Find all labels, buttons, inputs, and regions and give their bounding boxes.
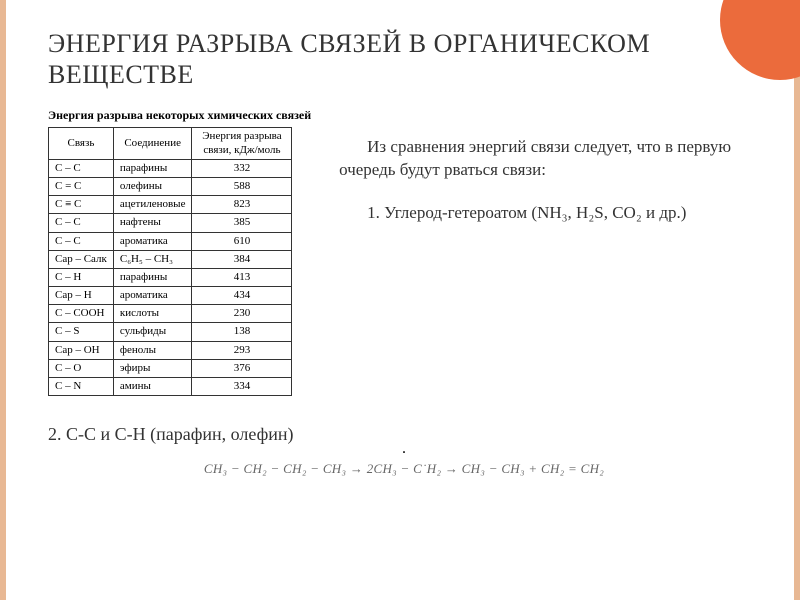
- body-area: Энергия разрыва некоторых химических свя…: [48, 108, 760, 396]
- cell-compound: эфиры: [113, 359, 192, 377]
- cell-bond: Cар – OH: [49, 341, 114, 359]
- text-column: Из сравнения энергий связи следует, что …: [339, 108, 760, 225]
- table-row: C – Sсульфиды138: [49, 323, 292, 341]
- cell-bond: C – C: [49, 214, 114, 232]
- cell-energy: 385: [192, 214, 292, 232]
- cell-compound: C₆H₅ – CH₃: [113, 250, 192, 268]
- intro-paragraph: Из сравнения энергий связи следует, что …: [339, 136, 760, 182]
- cell-compound: сульфиды: [113, 323, 192, 341]
- cell-energy: 413: [192, 268, 292, 286]
- table-column: Энергия разрыва некоторых химических свя…: [48, 108, 311, 396]
- th-compound: Соединение: [113, 128, 192, 159]
- cell-bond: C – C: [49, 159, 114, 177]
- table-row: Cар – CалкC₆H₅ – CH₃384: [49, 250, 292, 268]
- cell-energy: 823: [192, 196, 292, 214]
- cell-energy: 334: [192, 378, 292, 396]
- slide-content: ЭНЕРГИЯ РАЗРЫВА СВЯЗЕЙ В ОРГАНИЧЕСКОМ ВЕ…: [0, 0, 800, 497]
- table-row: C – Nамины334: [49, 378, 292, 396]
- cell-compound: олефины: [113, 177, 192, 195]
- th-bond: Связь: [49, 128, 114, 159]
- th-energy: Энергия разрыва связи, кДж/моль: [192, 128, 292, 159]
- table-caption: Энергия разрыва некоторых химических свя…: [48, 108, 311, 123]
- cell-compound: кислоты: [113, 305, 192, 323]
- cell-compound: ароматика: [113, 232, 192, 250]
- cell-bond: C ≡ C: [49, 196, 114, 214]
- cell-bond: C – N: [49, 378, 114, 396]
- cell-compound: фенолы: [113, 341, 192, 359]
- table-row: C ≡ Cацетиленовые823: [49, 196, 292, 214]
- table-row: C – Cароматика610: [49, 232, 292, 250]
- table-row: C – Cпарафины332: [49, 159, 292, 177]
- cell-energy: 588: [192, 177, 292, 195]
- cell-energy: 376: [192, 359, 292, 377]
- table-row: Cар – OHфенолы293: [49, 341, 292, 359]
- cell-bond: Cар – Cалк: [49, 250, 114, 268]
- cell-energy: 610: [192, 232, 292, 250]
- table-row: C – Cнафтены385: [49, 214, 292, 232]
- cell-energy: 384: [192, 250, 292, 268]
- cell-energy: 332: [192, 159, 292, 177]
- cell-compound: ацетиленовые: [113, 196, 192, 214]
- cell-bond: C – H: [49, 268, 114, 286]
- reaction-equation: CH₃ − CH₂ − CH₂ − CH₃ → 2CH₃ − C˙H₂ → CH…: [48, 461, 760, 477]
- bond-energy-table: Связь Соединение Энергия разрыва связи, …: [48, 127, 292, 396]
- radical-dot: .: [48, 445, 760, 453]
- slide-title: ЭНЕРГИЯ РАЗРЫВА СВЯЗЕЙ В ОРГАНИЧЕСКОМ ВЕ…: [48, 28, 760, 90]
- cell-bond: C – O: [49, 359, 114, 377]
- cell-bond: C = C: [49, 177, 114, 195]
- table-row: C – COOHкислоты230: [49, 305, 292, 323]
- cell-energy: 434: [192, 287, 292, 305]
- cell-bond: Cар – H: [49, 287, 114, 305]
- cell-bond: C – COOH: [49, 305, 114, 323]
- cell-energy: 293: [192, 341, 292, 359]
- table-row: Cар – Hароматика434: [49, 287, 292, 305]
- cell-bond: C – C: [49, 232, 114, 250]
- table-row: C – Oэфиры376: [49, 359, 292, 377]
- cell-energy: 138: [192, 323, 292, 341]
- table-row: C – Hпарафины413: [49, 268, 292, 286]
- cell-compound: амины: [113, 378, 192, 396]
- cell-compound: нафтены: [113, 214, 192, 232]
- cell-energy: 230: [192, 305, 292, 323]
- cell-compound: парафины: [113, 159, 192, 177]
- table-row: C = Cолефины588: [49, 177, 292, 195]
- list-item-1: 1. Углерод-гетероатом (NH₃, H₂S, CO₂ и д…: [339, 202, 760, 225]
- cell-compound: парафины: [113, 268, 192, 286]
- cell-compound: ароматика: [113, 287, 192, 305]
- cell-bond: C – S: [49, 323, 114, 341]
